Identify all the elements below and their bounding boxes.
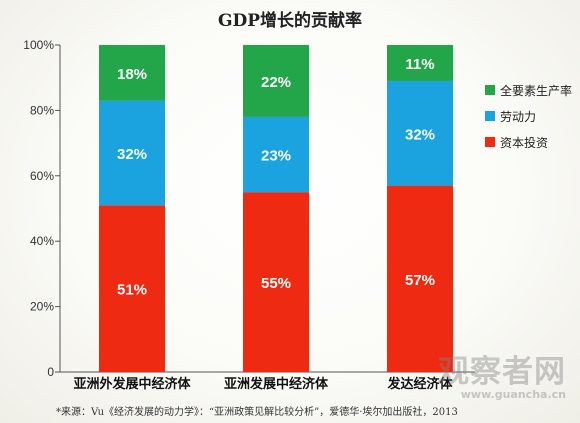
legend-swatch [485,85,495,95]
segment-value-label: 22% [261,74,291,91]
legend-swatch [485,137,495,147]
y-tick-label: 80% [30,103,54,117]
segment-value-label: 32% [117,146,147,163]
segment-value-label: 18% [117,66,147,83]
segment-value-label: 11% [405,56,434,73]
category-label: 亚洲发展中经济体 [224,376,329,392]
bar-segment [387,185,453,372]
bars [99,45,453,372]
bar-segment [99,205,165,372]
legend-label: 全要素生产率 [500,83,572,98]
y-tick-label: 100% [23,38,54,52]
y-tick-label: 20% [30,300,54,314]
bar-segment [243,192,309,372]
legend-label: 劳动力 [500,110,536,124]
segment-value-label: 23% [261,148,291,165]
segment-value-label: 51% [117,282,147,299]
segment-value-label: 57% [405,272,435,289]
category-label: 发达经济体 [386,376,453,392]
chart-title: GDP增长的贡献率 [217,11,363,31]
segment-value-label: 32% [405,126,435,143]
legend-swatch [485,111,495,121]
category-label: 亚洲外发展中经济体 [73,376,191,392]
bar-segment [243,116,309,193]
bar-segment [99,45,165,101]
y-tick-label: 40% [30,234,54,248]
legend-label: 资本投资 [500,135,548,150]
source-note: *来源：Vu《经济发展的动力学》：“亚洲政策见解比较分析”，爱德华·埃尔加出版社… [56,407,458,418]
y-tick-label: 0 [47,365,54,379]
segment-value-label: 55% [261,275,291,292]
bar-segment [243,45,309,117]
category-labels: 亚洲外发展中经济体 亚洲发展中经济体 发达经济体 [73,376,453,392]
y-tick-label: 60% [30,169,54,183]
segment-labels: 51% 32% 18% 55% 23% 22% 57% 32% 11% [117,56,435,299]
bar-segment [99,100,165,206]
bar-segment [387,80,453,186]
bar-segment [387,45,453,81]
